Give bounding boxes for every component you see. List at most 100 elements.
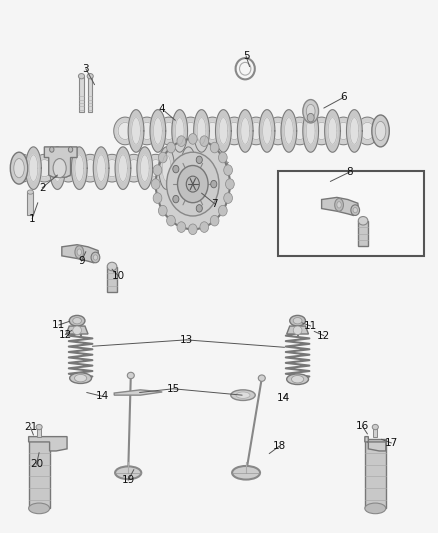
Text: 4: 4 [159,104,166,114]
Ellipse shape [159,205,167,216]
Ellipse shape [166,152,219,216]
Ellipse shape [177,165,208,203]
Polygon shape [306,118,315,144]
Ellipse shape [166,142,175,153]
Bar [79,76,84,112]
Ellipse shape [177,136,186,147]
Polygon shape [289,117,311,145]
Polygon shape [365,437,386,451]
Polygon shape [105,160,119,176]
Polygon shape [141,155,149,181]
Polygon shape [259,110,275,152]
Ellipse shape [224,165,233,175]
Polygon shape [249,123,263,140]
Polygon shape [350,118,359,144]
Polygon shape [66,326,88,334]
Polygon shape [205,123,219,140]
Polygon shape [215,110,231,152]
Ellipse shape [127,372,134,378]
Polygon shape [79,155,102,182]
Polygon shape [114,390,162,395]
Polygon shape [188,155,211,182]
Ellipse shape [188,134,197,144]
Polygon shape [172,110,187,152]
Text: 16: 16 [356,421,369,431]
Polygon shape [127,160,141,176]
Polygon shape [263,118,272,144]
Text: 13: 13 [180,335,193,345]
Polygon shape [29,155,38,181]
Polygon shape [285,118,293,144]
Polygon shape [123,155,145,182]
Text: 15: 15 [166,384,180,394]
Polygon shape [328,118,337,144]
Ellipse shape [155,139,230,229]
Ellipse shape [307,114,314,122]
Text: 12: 12 [59,329,72,340]
Ellipse shape [188,224,197,235]
Ellipse shape [293,318,302,324]
Polygon shape [303,110,318,152]
Polygon shape [101,155,124,182]
Polygon shape [11,155,34,182]
Ellipse shape [337,201,341,208]
Ellipse shape [219,205,227,216]
Polygon shape [153,118,162,144]
Polygon shape [33,155,56,182]
Text: 14: 14 [277,393,290,403]
Polygon shape [293,123,307,140]
Polygon shape [145,155,167,182]
Polygon shape [281,110,297,152]
Bar [365,439,386,508]
Polygon shape [194,110,209,152]
Ellipse shape [75,246,84,259]
Ellipse shape [107,262,117,271]
Polygon shape [57,155,80,182]
Bar [107,266,117,292]
Ellipse shape [293,326,302,335]
Bar [373,427,378,437]
Ellipse shape [70,373,92,383]
Ellipse shape [258,375,265,381]
Polygon shape [115,147,131,189]
Bar [278,171,424,256]
Polygon shape [28,437,67,451]
Polygon shape [271,123,285,140]
Text: 17: 17 [385,438,398,448]
Ellipse shape [49,147,54,152]
Ellipse shape [159,152,167,163]
Polygon shape [332,117,355,145]
Text: 11: 11 [304,321,317,331]
Ellipse shape [77,249,81,255]
Ellipse shape [27,190,33,194]
Polygon shape [37,160,51,176]
Bar [37,427,41,437]
Text: 20: 20 [30,459,43,469]
Text: 11: 11 [52,320,65,330]
Ellipse shape [73,318,81,324]
Bar [88,76,92,112]
Ellipse shape [211,180,217,188]
Ellipse shape [287,374,308,384]
Ellipse shape [200,136,208,147]
Polygon shape [321,197,359,215]
Polygon shape [162,155,171,181]
Bar [358,221,368,246]
Polygon shape [44,147,77,177]
Text: 14: 14 [95,391,109,401]
Polygon shape [71,147,87,189]
Polygon shape [149,160,162,176]
Polygon shape [336,123,350,140]
Ellipse shape [232,466,260,480]
Ellipse shape [91,252,100,263]
Polygon shape [49,147,65,189]
Text: 19: 19 [122,475,135,485]
Ellipse shape [365,503,386,514]
Bar [114,125,385,138]
Text: 9: 9 [78,256,85,266]
Polygon shape [184,155,193,181]
Ellipse shape [372,424,378,430]
Polygon shape [219,118,228,144]
Polygon shape [346,110,362,152]
Polygon shape [157,117,180,145]
